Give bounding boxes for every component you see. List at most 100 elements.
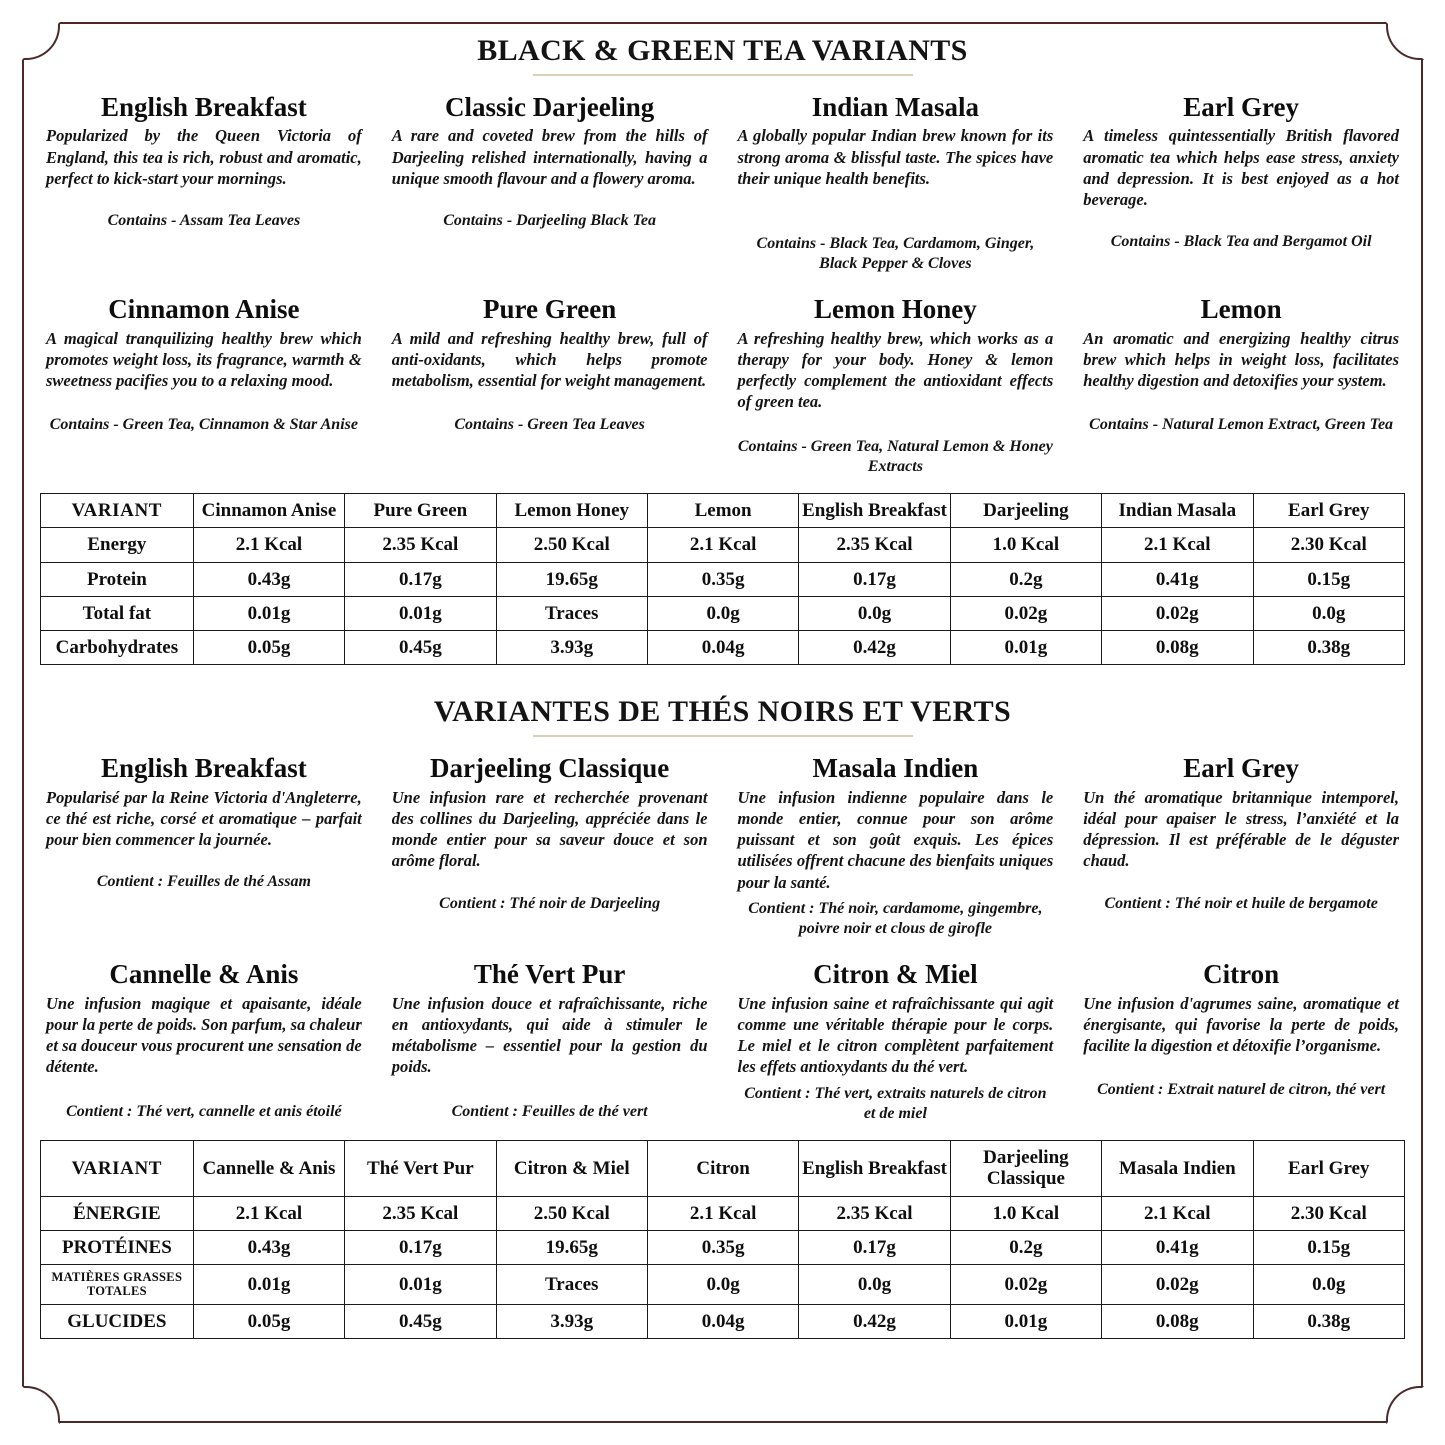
table-row-label: Protein — [40, 561, 194, 597]
table-cell: 2.35 Kcal — [344, 527, 497, 563]
tea-name: Pure Green — [483, 294, 617, 325]
table-cell: 0.45g — [344, 630, 497, 666]
table-cell: 2.35 Kcal — [798, 527, 951, 563]
tea-contains: Contains - Green Tea, Cinnamon & Star An… — [49, 416, 358, 434]
table-cell: 0.42g — [798, 1304, 951, 1340]
table-cell: 0.43g — [192, 561, 346, 597]
tea-description: Une infusion indienne populaire dans le … — [737, 787, 1054, 892]
table-cell: 0.01g — [192, 595, 346, 632]
tea-contains: Contient : Feuilles de thé vert — [451, 1102, 648, 1120]
table-header-cell: Earl Grey — [1252, 1140, 1405, 1197]
table-cell: 0.0g — [798, 1264, 951, 1306]
tea-card: Cinnamon Anise A magical tranquilizing h… — [40, 294, 368, 477]
table-header-row: VARIANT Cinnamon Anise Pure Green Lemon … — [40, 493, 1405, 529]
table-cell: 0.2g — [949, 561, 1103, 597]
table-row: Total fat 0.01g 0.01g Traces 0.0g 0.0g 0… — [40, 595, 1405, 632]
tea-contains: Contains - Black Tea and Bergamot Oil — [1110, 233, 1372, 251]
tea-name: Indian Masala — [811, 92, 980, 122]
tea-name: Citron — [1203, 959, 1280, 990]
table-cell: 0.15g — [1252, 1229, 1405, 1266]
table-row-label: Energy — [40, 527, 194, 563]
tea-contains: Contient : Extrait naturel de citron, th… — [1097, 1081, 1386, 1099]
tea-card: Lemon Honey A refreshing healthy brew, w… — [732, 294, 1060, 477]
table-cell: 2.30 Kcal — [1252, 527, 1405, 563]
table-row-label: Total fat — [40, 595, 194, 632]
table-header-cell: Citron — [646, 1140, 800, 1197]
tea-description: Une infusion saine et rafraîchissante qu… — [737, 993, 1054, 1077]
table-row: PROTÉINES 0.43g 0.17g 19.65g 0.35g 0.17g… — [40, 1229, 1405, 1266]
tea-name: Classic Darjeeling — [445, 92, 655, 122]
table-cell: 0.38g — [1252, 630, 1405, 666]
tea-contains: Contient : Thé vert, extraits naturels d… — [744, 1084, 1047, 1122]
table-header-cell: Cinnamon Anise — [192, 493, 346, 529]
table-header-cell: Darjeeling — [949, 493, 1103, 529]
table-cell: 0.01g — [344, 1264, 497, 1306]
table-header-cell: Masala Indien — [1101, 1140, 1254, 1197]
tea-contains: Contains - Natural Lemon Extract, Green … — [1089, 416, 1394, 434]
table-header-cell: Lemon — [646, 493, 800, 529]
tea-name: Earl Grey — [1183, 92, 1299, 122]
table-cell: 2.50 Kcal — [495, 1195, 648, 1231]
table-cell: 3.93g — [495, 1304, 648, 1340]
table-header-cell: English Breakfast — [798, 493, 951, 529]
tea-name: Cannelle & Anis — [109, 959, 299, 990]
table-cell: 2.35 Kcal — [798, 1195, 951, 1231]
table-cell: Traces — [495, 595, 648, 632]
table-cell: 2.1 Kcal — [1101, 1195, 1254, 1231]
tea-description: Une infusion d'agrumes saine, aromatique… — [1083, 993, 1399, 1056]
tea-description: Popularized by the Queen Victoria of Eng… — [46, 126, 362, 188]
nutrition-table-english: VARIANT Cinnamon Anise Pure Green Lemon … — [40, 493, 1405, 666]
tea-name: English Breakfast — [100, 753, 307, 784]
table-row: Protein 0.43g 0.17g 19.65g 0.35g 0.17g 0… — [40, 561, 1405, 597]
tea-name: English Breakfast — [100, 92, 307, 122]
table-header-cell: Darjeeling Classique — [949, 1140, 1103, 1197]
table-header-cell: Pure Green — [344, 493, 497, 529]
table-cell: 0.04g — [646, 1304, 800, 1340]
title-underline-english — [532, 74, 913, 76]
nutrition-table-french: VARIANT Cannelle & Anis Thé Vert Pur Cit… — [40, 1140, 1405, 1340]
tea-contains: Contient : Thé noir, cardamome, gingembr… — [748, 900, 1043, 938]
section-english: BLACK & GREEN TEA VARIANTS English Break… — [40, 34, 1405, 666]
tea-description: A timeless quintessentially British flav… — [1083, 126, 1399, 210]
tea-card: Earl Grey Un thé aromatique britannique … — [1077, 753, 1405, 939]
table-cell: 0.0g — [646, 595, 800, 632]
section-french: VARIANTES DE THÉS NOIRS ET VERTS English… — [40, 695, 1405, 1340]
table-cell: 2.1 Kcal — [646, 527, 800, 563]
table-cell: 2.50 Kcal — [495, 527, 648, 563]
tea-description: Une infusion douce et rafraîchissante, r… — [391, 993, 708, 1077]
table-header-cell: Lemon Honey — [495, 493, 648, 529]
document-content: BLACK & GREEN TEA VARIANTS English Break… — [40, 34, 1405, 1340]
tea-contains: Contains - Green Tea, Natural Lemon & Ho… — [737, 437, 1053, 475]
tea-name: Thé Vert Pur — [473, 959, 626, 990]
tea-card-grid-english-row1: English Breakfast Popularized by the Que… — [40, 92, 1405, 274]
table-cell: 0.45g — [344, 1304, 497, 1340]
table-cell: 0.04g — [646, 630, 800, 666]
tea-name: Masala Indien — [812, 753, 979, 784]
table-row-label: GLUCIDES — [40, 1304, 194, 1340]
border-corner-bottom-right — [1385, 1385, 1424, 1424]
tea-card: English Breakfast Popularisé par la Rein… — [40, 753, 368, 939]
tea-description: A magical tranquilizing healthy brew whi… — [46, 328, 362, 391]
table-cell: 0.41g — [1101, 561, 1254, 597]
table-cell: 0.0g — [1252, 595, 1405, 632]
table-cell: 2.30 Kcal — [1252, 1195, 1405, 1231]
table-header-cell: English Breakfast — [798, 1140, 951, 1197]
table-cell: 0.02g — [949, 1264, 1103, 1306]
table-cell: 3.93g — [495, 630, 648, 666]
table-cell: 2.35 Kcal — [344, 1195, 497, 1231]
table-cell: 2.1 Kcal — [1101, 527, 1254, 563]
tea-description: Une infusion magique et apaisante, idéal… — [46, 993, 362, 1077]
table-cell: 0.02g — [1101, 595, 1254, 632]
tea-card: Cannelle & Anis Une infusion magique et … — [40, 959, 368, 1124]
table-cell: 0.08g — [1101, 630, 1254, 666]
tea-contains: Contient : Thé noir de Darjeeling — [439, 894, 661, 912]
table-cell: 0.01g — [949, 630, 1103, 666]
tea-card: Citron & Miel Une infusion saine et rafr… — [732, 959, 1060, 1124]
table-cell: 0.01g — [192, 1264, 346, 1306]
tea-card: Classic Darjeeling A rare and coveted br… — [386, 92, 714, 274]
table-cell: 0.01g — [949, 1304, 1103, 1340]
table-cell: 0.42g — [798, 630, 951, 666]
tea-card: Thé Vert Pur Une infusion douce et rafra… — [386, 959, 714, 1124]
table-cell: 0.08g — [1101, 1304, 1254, 1340]
title-underline-french — [532, 735, 913, 738]
